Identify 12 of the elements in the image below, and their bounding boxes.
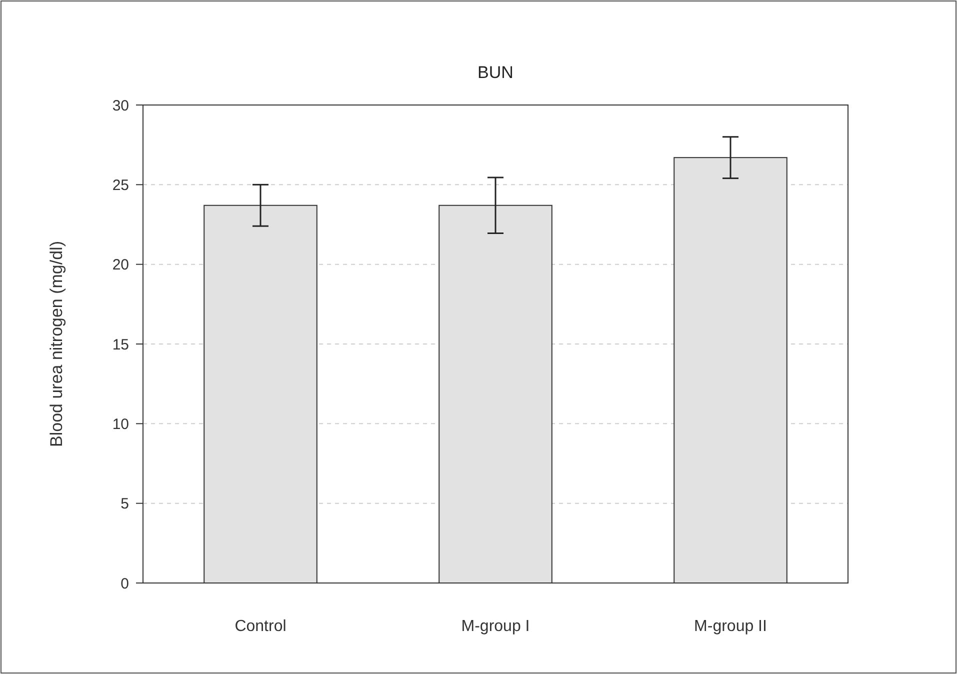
chart-title: BUN — [478, 63, 514, 82]
y-tick-label: 5 — [120, 496, 129, 513]
y-tick-label: 30 — [112, 97, 129, 114]
y-tick-label: 25 — [112, 176, 129, 194]
y-tick-label: 0 — [120, 575, 129, 592]
y-axis-title: Blood urea nitrogen (mg/dl) — [47, 240, 66, 448]
x-tick-label: Control — [234, 618, 286, 635]
y-tick-label: 10 — [112, 416, 129, 433]
x-tick-label: M-group II — [694, 618, 767, 635]
x-tick-label: M-group I — [461, 618, 530, 635]
y-tick-label: 15 — [112, 336, 129, 354]
y-tick-label: 20 — [112, 256, 129, 274]
